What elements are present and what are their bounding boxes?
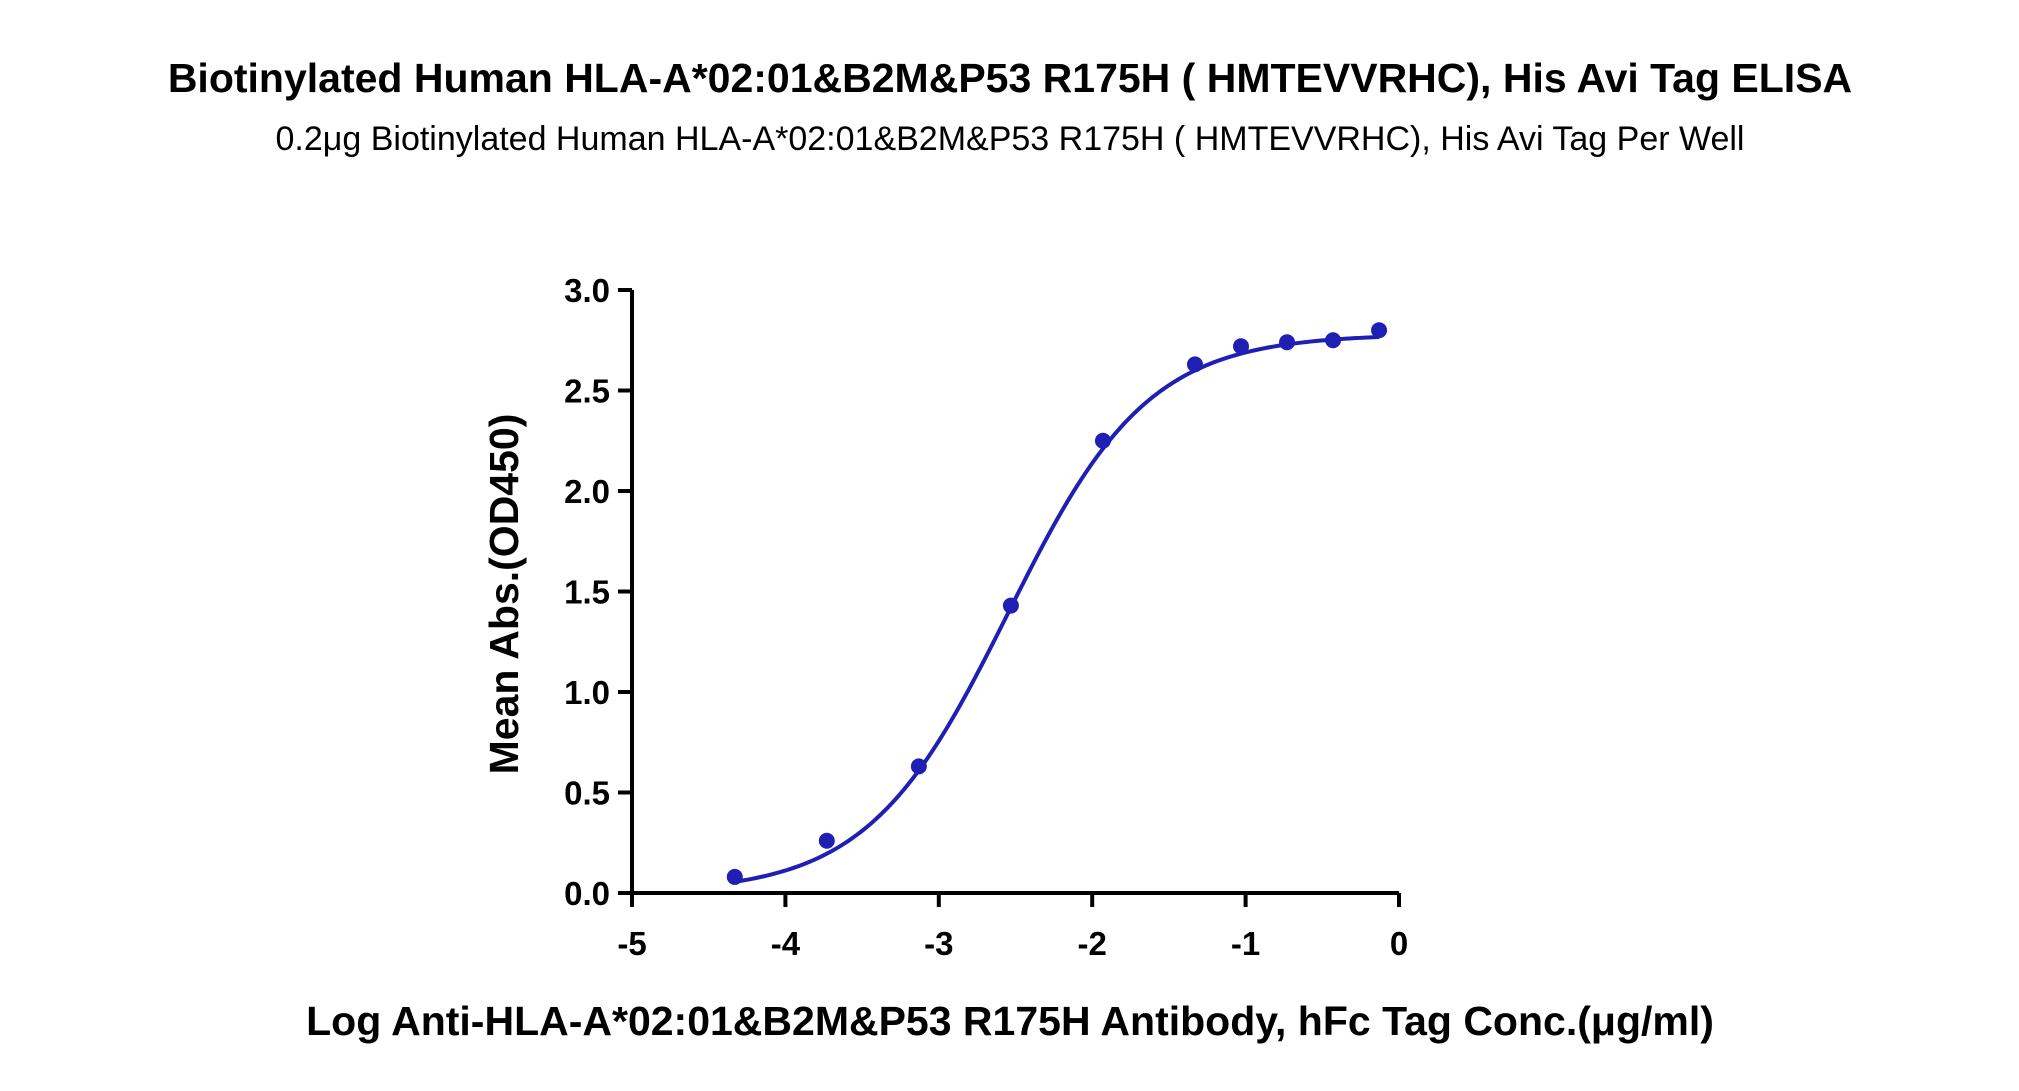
y-axis-label: Mean Abs.(OD450) bbox=[481, 414, 527, 775]
y-tick-label: 2.5 bbox=[564, 373, 610, 410]
data-point bbox=[818, 832, 835, 849]
y-tick-label: 1.5 bbox=[564, 574, 610, 611]
data-point bbox=[726, 868, 743, 885]
x-tick-label: 0 bbox=[1390, 925, 1408, 962]
x-tick-label: -2 bbox=[1078, 925, 1107, 962]
y-tick-label: 0.5 bbox=[564, 775, 610, 812]
x-axis-label: Log Anti-HLA-A*02:01&B2M&P53 R175H Antib… bbox=[306, 998, 1714, 1044]
data-point bbox=[1371, 322, 1388, 339]
data-point bbox=[1325, 332, 1342, 349]
data-point bbox=[910, 758, 927, 775]
plot-area: 0.0 0.5 1.0 1.5 2.0 2.5 3.0 -5 -4 -3 -2 -1 0 bbox=[564, 272, 1408, 962]
data-point bbox=[1279, 334, 1296, 351]
data-point bbox=[1186, 356, 1203, 373]
data-point bbox=[1094, 432, 1111, 449]
x-tick-label: -5 bbox=[617, 925, 646, 962]
x-tick-label: -1 bbox=[1231, 925, 1260, 962]
y-tick-label: 1.0 bbox=[564, 674, 610, 711]
y-tick-label: 2.0 bbox=[564, 473, 610, 510]
fit-curve bbox=[734, 335, 1380, 884]
data-point bbox=[1232, 338, 1249, 355]
chart-title: Biotinylated Human HLA-A*02:01&B2M&P53 R… bbox=[168, 55, 1852, 101]
chart-subtitle: 0.2μg Biotinylated Human HLA-A*02:01&B2M… bbox=[276, 120, 1745, 158]
x-tick-label: -3 bbox=[924, 925, 953, 962]
y-tick-label: 0.0 bbox=[564, 875, 610, 912]
data-point bbox=[1002, 597, 1019, 614]
y-tick-label: 3.0 bbox=[564, 272, 610, 309]
x-tick-label: -4 bbox=[771, 925, 801, 962]
